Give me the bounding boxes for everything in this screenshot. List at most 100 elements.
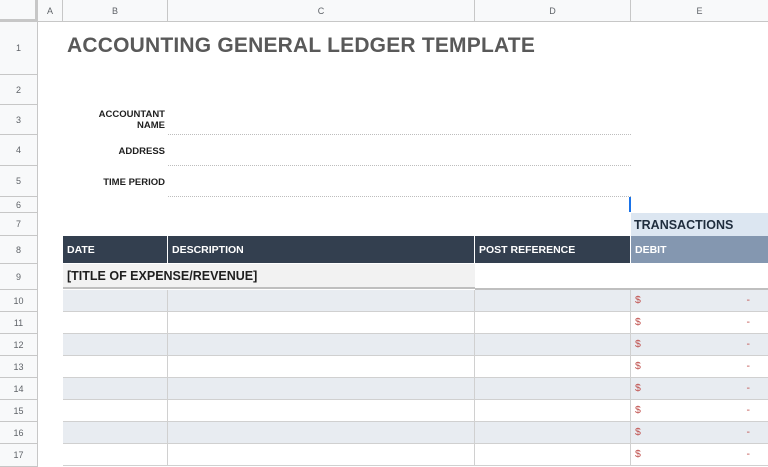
- table-row: $ -: [63, 378, 768, 400]
- description-cell[interactable]: [168, 312, 475, 333]
- row-header-10[interactable]: 10: [0, 290, 38, 312]
- row-number: 5: [15, 176, 21, 186]
- row-header-4[interactable]: 4: [0, 135, 38, 166]
- row-number: 6: [15, 199, 21, 210]
- description-cell[interactable]: [168, 290, 475, 311]
- address-field[interactable]: [168, 165, 631, 166]
- accountant-name-label: ACCOUNTANT NAME: [63, 109, 165, 131]
- label-line: NAME: [137, 120, 165, 131]
- amount-value: -: [746, 338, 751, 350]
- date-cell[interactable]: [63, 444, 168, 465]
- row-number: 15: [13, 405, 24, 416]
- table-row: $ -: [63, 400, 768, 422]
- row-header-12[interactable]: 12: [0, 334, 38, 356]
- row-number: 3: [15, 114, 21, 125]
- row-header-16[interactable]: 16: [0, 422, 38, 444]
- header-post-reference[interactable]: POST REFERENCE: [475, 236, 631, 263]
- debit-cell[interactable]: $ -: [631, 400, 768, 421]
- amount-value: -: [746, 316, 751, 328]
- description-cell[interactable]: [168, 378, 475, 399]
- row-number: 4: [15, 145, 21, 155]
- amount-value: -: [746, 294, 751, 306]
- row-header-8[interactable]: 8: [0, 236, 38, 264]
- currency-symbol: $: [635, 316, 641, 328]
- time-period-field[interactable]: [168, 196, 631, 197]
- address-label: ADDRESS: [118, 146, 165, 157]
- select-all-corner[interactable]: [0, 0, 38, 22]
- column-letter: E: [696, 5, 703, 16]
- description-cell[interactable]: [168, 356, 475, 377]
- description-cell[interactable]: [168, 400, 475, 421]
- post-reference-cell[interactable]: [475, 378, 631, 399]
- row-header-17[interactable]: 17: [0, 444, 38, 467]
- row-header-9[interactable]: 9: [0, 264, 38, 290]
- amount-value: -: [746, 404, 751, 416]
- column-header-c[interactable]: C: [168, 0, 475, 22]
- date-cell[interactable]: [63, 334, 168, 355]
- post-reference-cell[interactable]: [475, 312, 631, 333]
- debit-cell[interactable]: $ -: [631, 290, 768, 311]
- post-reference-cell[interactable]: [475, 444, 631, 465]
- post-reference-cell[interactable]: [475, 400, 631, 421]
- header-description[interactable]: DESCRIPTION: [168, 236, 475, 263]
- date-cell[interactable]: [63, 422, 168, 443]
- post-reference-cell[interactable]: [475, 422, 631, 443]
- header-debit[interactable]: DEBIT: [631, 236, 768, 263]
- row-number: 2: [15, 84, 21, 95]
- row-header-3[interactable]: 3: [0, 105, 38, 135]
- column-header-e[interactable]: E: [631, 0, 768, 22]
- column-header-a[interactable]: A: [38, 0, 63, 22]
- column-letter: C: [317, 5, 325, 16]
- row-number: 10: [13, 295, 24, 306]
- post-reference-cell[interactable]: [475, 356, 631, 377]
- debit-cell[interactable]: $ -: [631, 334, 768, 355]
- description-cell[interactable]: [168, 422, 475, 443]
- row-header-7[interactable]: 7: [0, 213, 38, 236]
- description-cell[interactable]: [168, 444, 475, 465]
- debit-cell[interactable]: $ -: [631, 378, 768, 399]
- row-number: 17: [13, 450, 24, 460]
- post-reference-cell[interactable]: [475, 334, 631, 355]
- debit-cell[interactable]: $ -: [631, 356, 768, 377]
- post-reference-cell[interactable]: [475, 290, 631, 311]
- accountant-name-field[interactable]: [168, 134, 631, 135]
- date-cell[interactable]: [63, 378, 168, 399]
- row-header-13[interactable]: 13: [0, 356, 38, 378]
- currency-symbol: $: [635, 360, 641, 372]
- row-number: 8: [15, 244, 21, 255]
- currency-symbol: $: [635, 426, 641, 438]
- debit-cell[interactable]: $ -: [631, 422, 768, 443]
- amount-value: -: [746, 382, 751, 394]
- column-header-b[interactable]: B: [63, 0, 168, 22]
- row-header-15[interactable]: 15: [0, 400, 38, 422]
- date-cell[interactable]: [63, 290, 168, 311]
- debit-cell[interactable]: $ -: [631, 444, 768, 465]
- row-header-2[interactable]: 2: [0, 75, 38, 105]
- section-title-blank[interactable]: [475, 264, 768, 290]
- column-letter: D: [549, 5, 556, 16]
- header-date[interactable]: DATE: [63, 236, 168, 263]
- row-number: 12: [13, 339, 24, 350]
- table-row: $ -: [63, 290, 768, 312]
- row-header-6[interactable]: 6: [0, 197, 38, 213]
- row-number: 7: [15, 219, 21, 229]
- row-header-14[interactable]: 14: [0, 378, 38, 400]
- date-cell[interactable]: [63, 356, 168, 377]
- table-row: $ -: [63, 312, 768, 334]
- row-header-11[interactable]: 11: [0, 312, 38, 334]
- date-cell[interactable]: [63, 400, 168, 421]
- table-row: $ -: [63, 422, 768, 444]
- currency-symbol: $: [635, 338, 641, 350]
- row-header-1[interactable]: 1: [0, 22, 38, 75]
- currency-symbol: $: [635, 404, 641, 416]
- column-header-d[interactable]: D: [475, 0, 631, 22]
- section-title[interactable]: [TITLE OF EXPENSE/REVENUE]: [63, 264, 475, 289]
- column-letter: A: [46, 5, 53, 16]
- date-cell[interactable]: [63, 312, 168, 333]
- currency-symbol: $: [635, 448, 641, 460]
- row-number: 9: [15, 271, 21, 282]
- description-cell[interactable]: [168, 334, 475, 355]
- row-header-5[interactable]: 5: [0, 166, 38, 197]
- debit-cell[interactable]: $ -: [631, 312, 768, 333]
- table-row: $ -: [63, 334, 768, 356]
